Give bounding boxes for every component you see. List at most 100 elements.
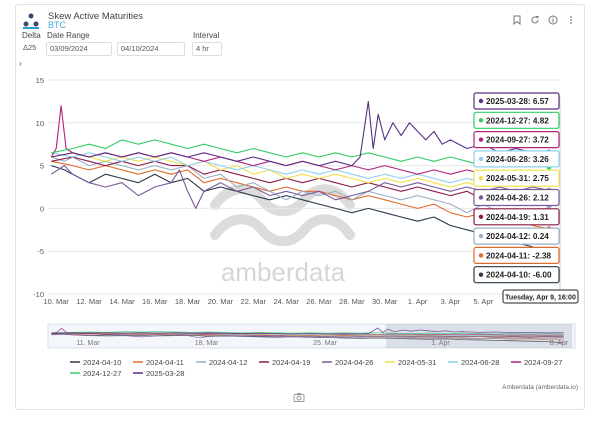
y-tick-label: -5 [37,247,44,256]
tooltip-row-dot [478,233,484,239]
legend-label: 2024-06-28 [461,358,499,367]
x-tick-label: 18. Mar [175,297,201,306]
x-tick-label: 10. Mar [43,297,69,306]
watermark-logo: amberdata [210,184,355,287]
tooltip-row: 2024-05-31: 2.75 [473,169,560,187]
tooltip-row-box [473,150,560,168]
series-line-2024-04-12 [51,156,550,218]
tooltip-row-label: 2024-04-11: -2.38 [486,251,552,260]
tooltip-row: 2024-12-27: 4.82 [473,111,560,129]
interval-select[interactable]: 4 hr [192,42,222,56]
legend-item-2024-09-27: 2024-09-27 [511,358,562,367]
legend-label: 2024-04-19 [272,358,310,367]
date-range-label: Date Range [47,31,90,40]
delta-select[interactable]: Δ25 [20,42,42,56]
tooltip-row-label: 2024-04-26: 2.12 [486,194,549,203]
tooltip-row: 2024-04-26: 2.12 [473,188,560,207]
tooltip-row-box [473,246,560,264]
footer-credit: Amberdata (amberdata.io) [502,384,578,391]
tooltip: 2025-03-28: 6.57 2024-12-27: 4.82 2024-09-… [473,92,579,304]
tooltip-row-label: 2024-04-12: 0.24 [486,232,549,241]
legend-item-2025-03-28: 2025-03-28 [133,369,184,378]
end-date-input[interactable]: 04/10/2024 [117,42,185,56]
y-tick-label: 0 [40,204,44,213]
x-tick-label: 3. Apr [441,297,461,306]
navigator-tick-label: 18. Mar [195,340,219,347]
refresh-icon[interactable] [530,15,540,25]
series-line-2024-05-31 [51,152,550,188]
tooltip-header-box [502,289,579,304]
navigator-line-2025-03-28 [51,327,564,335]
tooltip-row-dot [478,272,484,277]
tooltip-row-dot [478,176,484,181]
tooltip-row-box [473,131,560,149]
x-tick-label: 16. Mar [142,297,168,306]
tooltip-header: Tuesday, Apr 9, 16:00 [502,289,579,304]
x-tick-label: 20. Mar [208,297,234,306]
series-line-2024-04-19 [51,156,550,201]
legend-label: 2024-04-10 [83,358,121,367]
navigator-selection [386,324,573,348]
watermark-text: amberdata [221,257,346,287]
series-line-2024-04-26 [50,165,550,209]
navigator-line-2024-12-27 [51,331,564,335]
tooltip-row-dot [478,137,484,142]
tooltip-row-dot [478,98,484,104]
tooltip-row-dot [478,118,484,123]
tooltip-row-label: 2024-04-19: 1.31 [486,213,549,222]
tooltip-row-dot [478,253,484,258]
navigator[interactable]: 11. Mar 18. Mar 25. Mar 1. Apr 8. Apr [47,323,576,349]
tooltip-row-box [473,227,560,245]
start-date-input[interactable]: 03/09/2024 [46,42,112,56]
y-tick-label: 10 [36,119,44,128]
tooltip-row: 2024-04-12: 0.24 [473,227,560,245]
tooltip-row-box [473,208,560,226]
bookmark-icon[interactable] [512,15,522,26]
interval-label: Interval [193,31,220,40]
x-tick-label: 22. Mar [241,297,267,306]
legend-label: 2024-04-26 [335,358,373,367]
info-icon[interactable] [548,15,558,25]
tooltip-row: 2024-04-19: 1.31 [473,208,560,226]
x-tick-label: 26. Mar [306,297,332,306]
camera-icon[interactable] [293,392,305,402]
tooltip-row-box [473,92,560,110]
x-tick-label: 30. Mar [372,297,398,306]
legend-label: 2024-04-11 [146,358,184,367]
amberdata-logo-icon [23,13,39,29]
tooltip-row: 2024-06-28: 3.26 [473,150,560,168]
tooltip-row: 2024-09-27: 3.72 [473,131,560,149]
legend-label: 2024-09-27 [524,358,562,367]
tooltip-row-label: 2025-03-28: 6.57 [486,97,549,106]
delta-label: Delta [22,31,41,40]
chart-subtitle: BTC [48,20,66,30]
tooltip-row: 2025-03-28: 6.57 [473,92,560,110]
series-line-2024-06-28 [51,152,550,184]
tooltip-row-label: 2024-05-31: 2.75 [486,174,549,183]
navigator-tick-label: 11. Mar [76,340,100,347]
legend-label: 2024-05-31 [398,358,436,367]
tooltip-row-box [473,169,560,187]
more-icon[interactable] [566,15,576,25]
tooltip-row-box [473,188,560,207]
legend-item-2024-04-19: 2024-04-19 [259,358,310,367]
expand-chevron-icon[interactable]: › [19,59,22,68]
chart-title: Skew Active Maturities [48,11,144,22]
y-tick-label: -10 [33,290,44,299]
series-line-2025-03-28 [51,100,550,167]
legend-label: 2024-12-27 [83,369,121,378]
x-tick-label: 28. Mar [339,297,365,306]
tooltip-row-label: 2024-12-27: 4.82 [486,116,549,125]
tooltip-row-box [473,111,560,129]
legend-item-2024-04-26: 2024-04-26 [322,358,373,367]
tooltip-row-dot [478,156,484,162]
tooltip-row-label: 2024-04-10: -6.00 [486,271,552,280]
legend-item-2024-04-12: 2024-04-12 [196,358,247,367]
tooltip-row-label: 2024-09-27: 3.72 [486,136,549,145]
series-line-2024-12-27 [51,139,550,168]
navigator-tick-label: 8. Apr [550,340,569,347]
tooltip-row-dot [478,195,484,200]
tooltip-row-dot [478,214,484,219]
x-tick-label: 5. Apr [473,297,493,306]
